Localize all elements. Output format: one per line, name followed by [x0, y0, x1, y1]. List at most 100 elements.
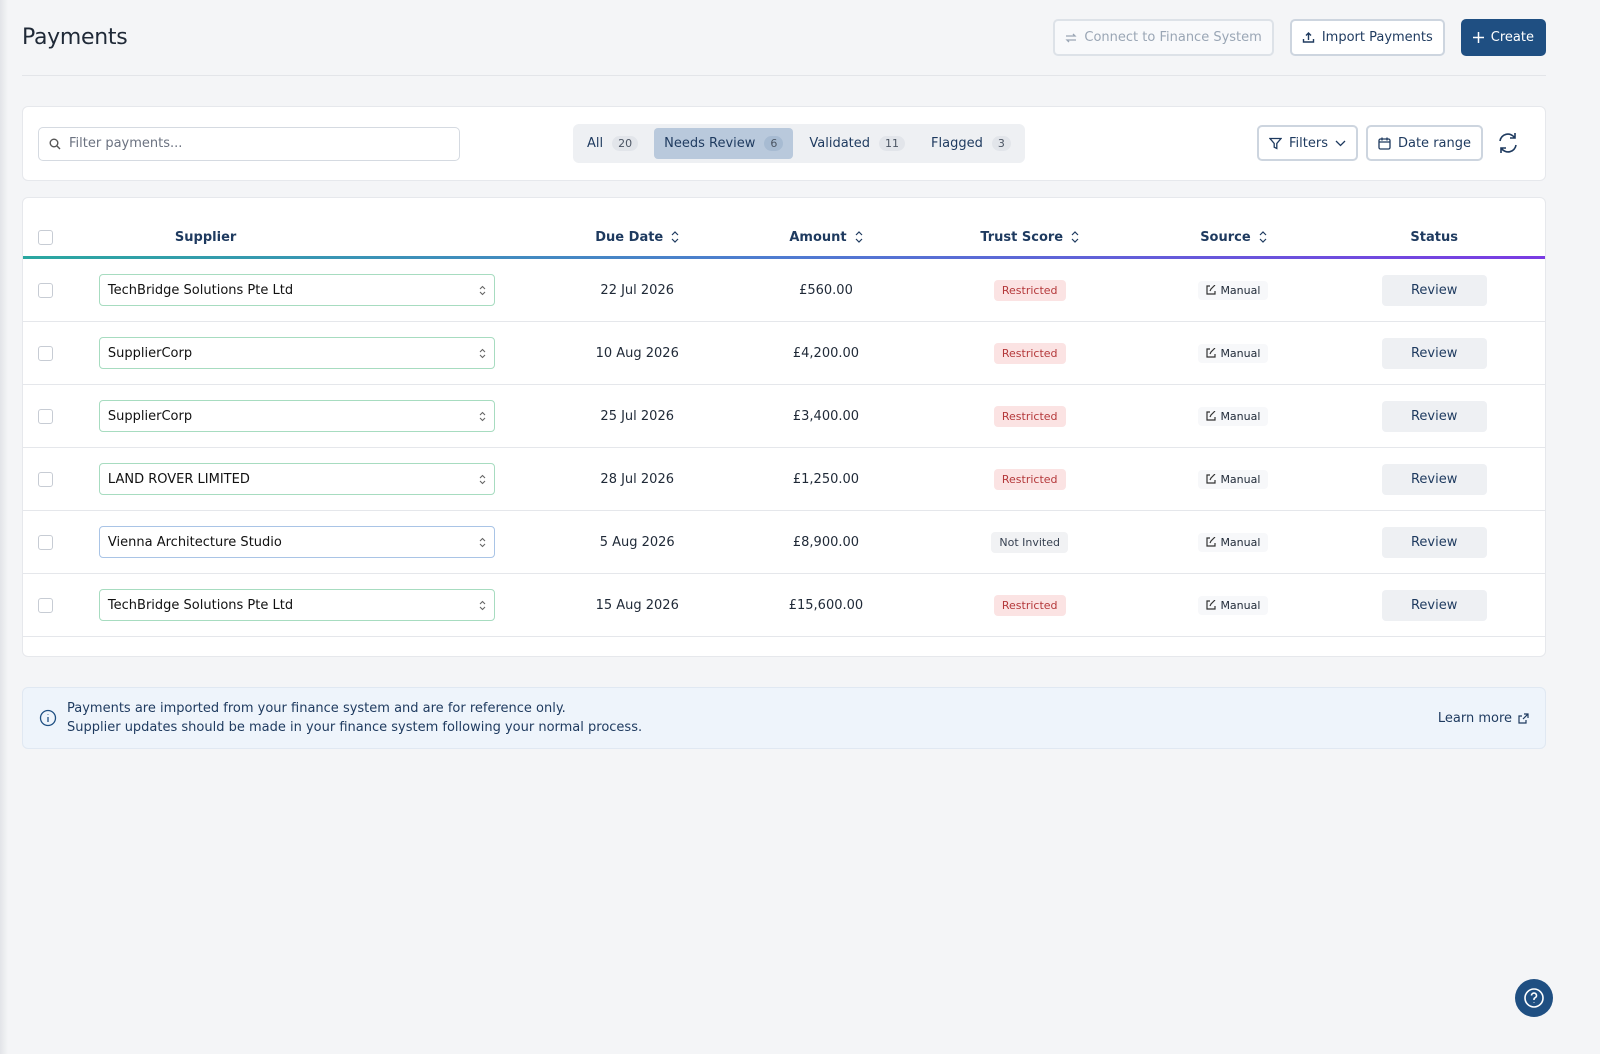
checkbox-cell [23, 282, 99, 298]
tab-count: 11 [879, 136, 906, 151]
payments-table: Supplier Due Date Amount Trust Score Source S… [22, 197, 1546, 657]
search-placeholder: Filter payments... [69, 136, 183, 151]
search-input[interactable]: Filter payments... [38, 126, 460, 161]
select-chevron [479, 348, 486, 358]
tab-label: All [587, 136, 604, 151]
tab[interactable]: Validated 11 [799, 128, 915, 159]
tab[interactable]: Flagged 3 [921, 128, 1021, 159]
amount: £8,900.00 [792, 534, 860, 550]
tab-count: 20 [612, 136, 639, 151]
sort-icon[interactable] [671, 231, 679, 243]
toolbar-actions: Filters Date range [1257, 125, 1525, 161]
source-badge: Manual [1198, 595, 1269, 615]
status-cell: Review [1323, 589, 1545, 621]
review-button[interactable]: Review [1381, 274, 1487, 306]
source-label: Manual [1220, 535, 1261, 549]
column-header: Supplier [99, 230, 538, 245]
source-badge: Manual [1198, 406, 1269, 426]
tab[interactable]: Needs Review 6 [654, 128, 794, 159]
tab[interactable]: All 20 [577, 128, 648, 159]
help-button[interactable] [1515, 979, 1553, 1017]
supplier-cell: TechBridge Solutions Pte Ltd [98, 589, 538, 621]
select-chevron [479, 600, 486, 610]
supplier-select[interactable]: Vienna Architecture Studio [98, 526, 495, 558]
supplier-name: SupplierCorp [107, 345, 193, 361]
column-label: Source [1200, 229, 1251, 245]
supplier-select[interactable]: TechBridge Solutions Pte Ltd [98, 274, 495, 306]
supplier-select[interactable]: SupplierCorp [98, 400, 495, 432]
checkbox-cell [23, 345, 99, 361]
edit-icon [1206, 411, 1217, 421]
sort-icon[interactable] [1259, 231, 1267, 243]
sort-icon[interactable] [855, 231, 863, 243]
amount: £1,250.00 [792, 471, 860, 487]
sort-icon[interactable] [1071, 231, 1079, 243]
trust-badge: Restricted [993, 342, 1066, 364]
trust-badge: Restricted [993, 279, 1066, 301]
tab-count: 3 [991, 136, 1011, 151]
checkbox[interactable] [38, 534, 53, 550]
tab-label: Needs Review [664, 136, 756, 151]
trust-badge: Restricted [993, 405, 1066, 427]
payment-row: LAND ROVER LIMITED 28 Jul 2026 £1,250.00 Re… [23, 448, 1545, 511]
review-button[interactable]: Review [1381, 526, 1487, 558]
due-date: 22 Jul 2026 [600, 282, 674, 298]
select-chevron [479, 537, 486, 547]
supplier-name: TechBridge Solutions Pte Ltd [107, 597, 294, 613]
source-label: Manual [1220, 346, 1261, 360]
checkbox[interactable] [38, 345, 53, 361]
select-chevron [479, 411, 486, 421]
checkbox[interactable] [38, 408, 53, 424]
supplier-select[interactable]: SupplierCorp [98, 337, 495, 369]
source-badge: Manual [1198, 343, 1269, 363]
supplier-cell: LAND ROVER LIMITED [98, 463, 538, 495]
review-button[interactable]: Review [1381, 400, 1487, 432]
trust-cell: Restricted [916, 342, 1144, 364]
supplier-select[interactable]: LAND ROVER LIMITED [98, 463, 495, 495]
edit-icon [1206, 348, 1217, 358]
filters-button[interactable]: Filters [1257, 125, 1358, 161]
source-label: Manual [1220, 598, 1261, 612]
source-label: Manual [1220, 409, 1261, 423]
column-label: Trust Score [980, 229, 1064, 245]
checkbox[interactable] [38, 282, 53, 298]
payment-row: Vienna Architecture Studio 5 Aug 2026 £8,9… [23, 511, 1545, 574]
column-header: Due Date [538, 230, 736, 245]
notice-line: Payments are imported from your finance … [67, 701, 566, 716]
checkbox[interactable] [38, 471, 53, 487]
checkbox[interactable] [38, 229, 53, 245]
supplier-select[interactable]: TechBridge Solutions Pte Ltd [98, 589, 495, 621]
import-button[interactable]: Import Payments [1289, 19, 1445, 56]
info-notice: Payments are imported from your finance … [22, 687, 1546, 749]
connect-button[interactable]: Connect to Finance System [1053, 19, 1274, 56]
refresh-button[interactable] [1491, 126, 1525, 160]
tab-count: 6 [764, 136, 784, 151]
status-cell: Review [1323, 526, 1545, 558]
select-chevron [479, 285, 486, 295]
date-range-button[interactable]: Date range [1365, 125, 1483, 161]
checkbox-cell [23, 471, 99, 487]
review-button[interactable]: Review [1381, 589, 1487, 621]
review-button[interactable]: Review [1381, 337, 1487, 369]
source-cell: Manual [1144, 532, 1324, 552]
due-date: 5 Aug 2026 [599, 534, 675, 550]
source-badge: Manual [1198, 469, 1269, 489]
checkbox[interactable] [38, 597, 53, 613]
supplier-name: Vienna Architecture Studio [107, 534, 282, 550]
column-label: Supplier [174, 229, 237, 245]
trust-cell: Restricted [916, 279, 1144, 301]
status-cell: Review [1323, 463, 1545, 495]
supplier-cell: TechBridge Solutions Pte Ltd [98, 274, 538, 306]
edit-icon [1206, 474, 1217, 484]
checkbox-cell [23, 534, 99, 550]
due-date: 25 Jul 2026 [600, 408, 674, 424]
column-label: Amount [789, 229, 847, 245]
edit-icon [1206, 285, 1217, 295]
edit-icon [1206, 600, 1217, 610]
review-button[interactable]: Review [1381, 463, 1487, 495]
create-button[interactable]: Create [1460, 19, 1546, 56]
learn-more-link[interactable]: Learn more [1438, 709, 1529, 728]
source-cell: Manual [1144, 343, 1324, 363]
source-badge: Manual [1198, 532, 1269, 552]
